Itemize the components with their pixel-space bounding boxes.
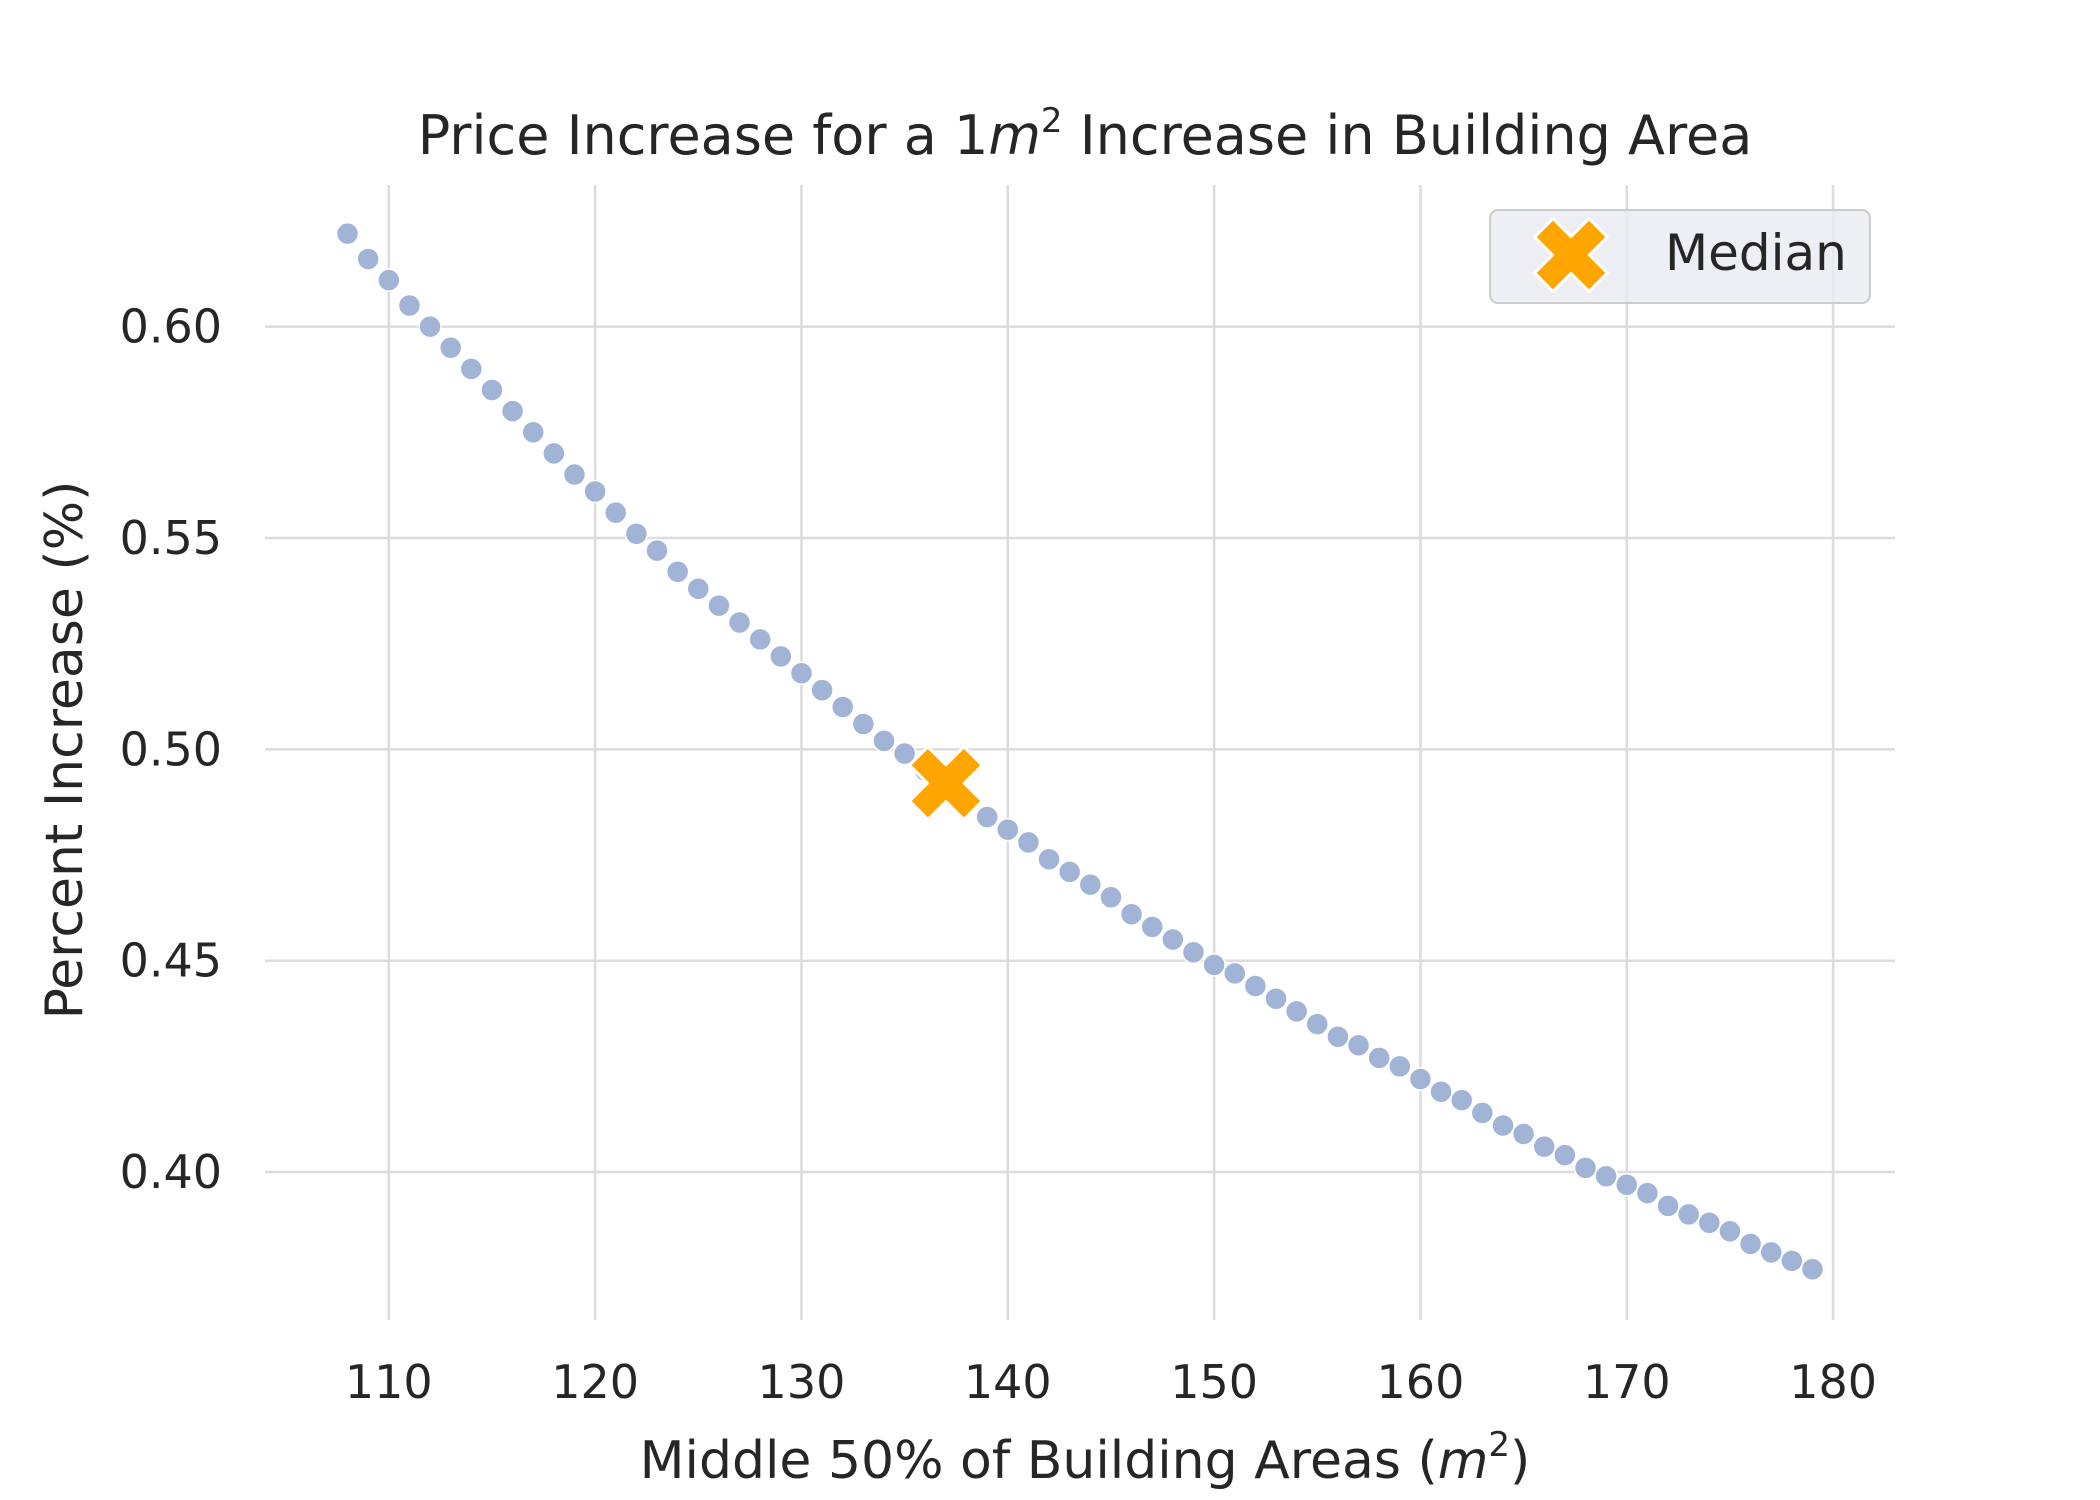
data-point <box>1161 927 1185 952</box>
y-axis-label: Percent Increase (%) <box>35 481 95 1020</box>
data-point <box>1429 1079 1453 1104</box>
data-point <box>1119 902 1144 926</box>
x-tick-label: 180 <box>1789 1355 1877 1409</box>
data-point <box>1388 1054 1412 1079</box>
data-point <box>1532 1134 1556 1159</box>
data-point <box>1346 1033 1371 1057</box>
data-point <box>1181 940 1206 964</box>
y-tick-label: 0.50 <box>120 722 222 776</box>
legend: Median <box>1489 209 1871 304</box>
legend-x-marker <box>1533 217 1609 293</box>
data-point <box>851 712 876 736</box>
data-point <box>542 441 566 466</box>
data-point <box>830 695 855 719</box>
x-tick-label: 110 <box>345 1355 433 1409</box>
data-point <box>892 741 917 766</box>
data-point <box>1511 1122 1536 1146</box>
x-tick-labels: 110 120 130 140 150 160 170 180 <box>345 1355 1877 1409</box>
data-point <box>1635 1181 1660 1205</box>
data-point <box>1202 953 1226 977</box>
data-point <box>1016 830 1041 855</box>
median-marker <box>907 745 984 822</box>
data-point <box>789 661 814 685</box>
y-tick-label: 0.40 <box>120 1145 222 1199</box>
data-point <box>1573 1156 1598 1180</box>
data-point <box>1697 1211 1722 1235</box>
legend-label-median: Median <box>1665 224 1847 282</box>
data-point <box>1738 1232 1763 1256</box>
data-point <box>1305 1012 1330 1036</box>
data-point <box>500 399 525 423</box>
data-point <box>665 560 690 584</box>
data-point <box>583 479 607 504</box>
data-point <box>1057 860 1082 884</box>
median-marker-group <box>907 745 984 822</box>
y-tick-label: 0.60 <box>120 300 222 354</box>
data-point <box>1099 885 1123 910</box>
data-point <box>459 357 484 381</box>
data-point <box>480 378 504 402</box>
data-point <box>872 729 896 753</box>
data-point <box>1718 1219 1742 1243</box>
data-point <box>810 678 834 702</box>
data-point <box>1615 1172 1639 1197</box>
y-tick-labels: 0.40 0.45 0.50 0.55 0.60 <box>120 300 222 1199</box>
data-point <box>707 593 731 618</box>
data-point <box>975 805 999 829</box>
data-point <box>645 538 669 563</box>
grid-lines <box>265 185 1895 1320</box>
data-point <box>1078 872 1103 897</box>
data-point <box>624 521 649 546</box>
data-point <box>377 268 401 292</box>
data-point <box>1800 1257 1825 1282</box>
data-point <box>418 314 442 339</box>
data-point <box>748 627 772 652</box>
chart-title: Price Increase for a 1m2 Increase in Bui… <box>418 101 1753 167</box>
data-point <box>1243 974 1268 998</box>
data-point <box>727 610 752 635</box>
data-point <box>1780 1249 1804 1273</box>
data-points <box>335 221 1825 1282</box>
data-point <box>604 500 628 525</box>
data-point <box>1284 999 1309 1024</box>
data-point <box>996 817 1020 842</box>
data-point <box>1491 1113 1515 1138</box>
data-point <box>1449 1088 1474 1112</box>
x-tick-label: 170 <box>1583 1355 1671 1409</box>
data-point <box>335 221 360 246</box>
y-tick-label: 0.45 <box>120 934 222 988</box>
x-tick-label: 130 <box>758 1355 846 1409</box>
data-point <box>1656 1194 1680 1218</box>
data-point <box>1264 986 1288 1011</box>
data-point <box>1470 1101 1495 1125</box>
data-point <box>1408 1067 1433 1091</box>
x-axis-label: Middle 50% of Building Areas (m2) <box>640 1425 1531 1491</box>
data-point <box>1367 1046 1391 1070</box>
data-point <box>1594 1164 1618 1189</box>
data-point <box>562 462 587 487</box>
data-point <box>521 420 545 445</box>
y-tick-label: 0.55 <box>120 511 222 565</box>
data-point <box>1759 1240 1783 1265</box>
data-point <box>1326 1025 1350 1049</box>
x-tick-label: 120 <box>551 1355 639 1409</box>
data-point <box>1676 1202 1701 1227</box>
data-point <box>1553 1143 1577 1167</box>
data-point <box>1140 915 1164 939</box>
data-point <box>438 335 463 360</box>
data-point <box>769 644 793 669</box>
x-tick-label: 140 <box>964 1355 1052 1409</box>
data-point <box>686 576 711 601</box>
data-point <box>356 247 380 271</box>
data-point <box>1037 847 1061 871</box>
legend-median-x-icon <box>1533 217 1609 293</box>
data-point <box>397 293 422 318</box>
x-tick-label: 150 <box>1170 1355 1258 1409</box>
x-tick-label: 160 <box>1377 1355 1465 1409</box>
data-point <box>1222 961 1247 986</box>
